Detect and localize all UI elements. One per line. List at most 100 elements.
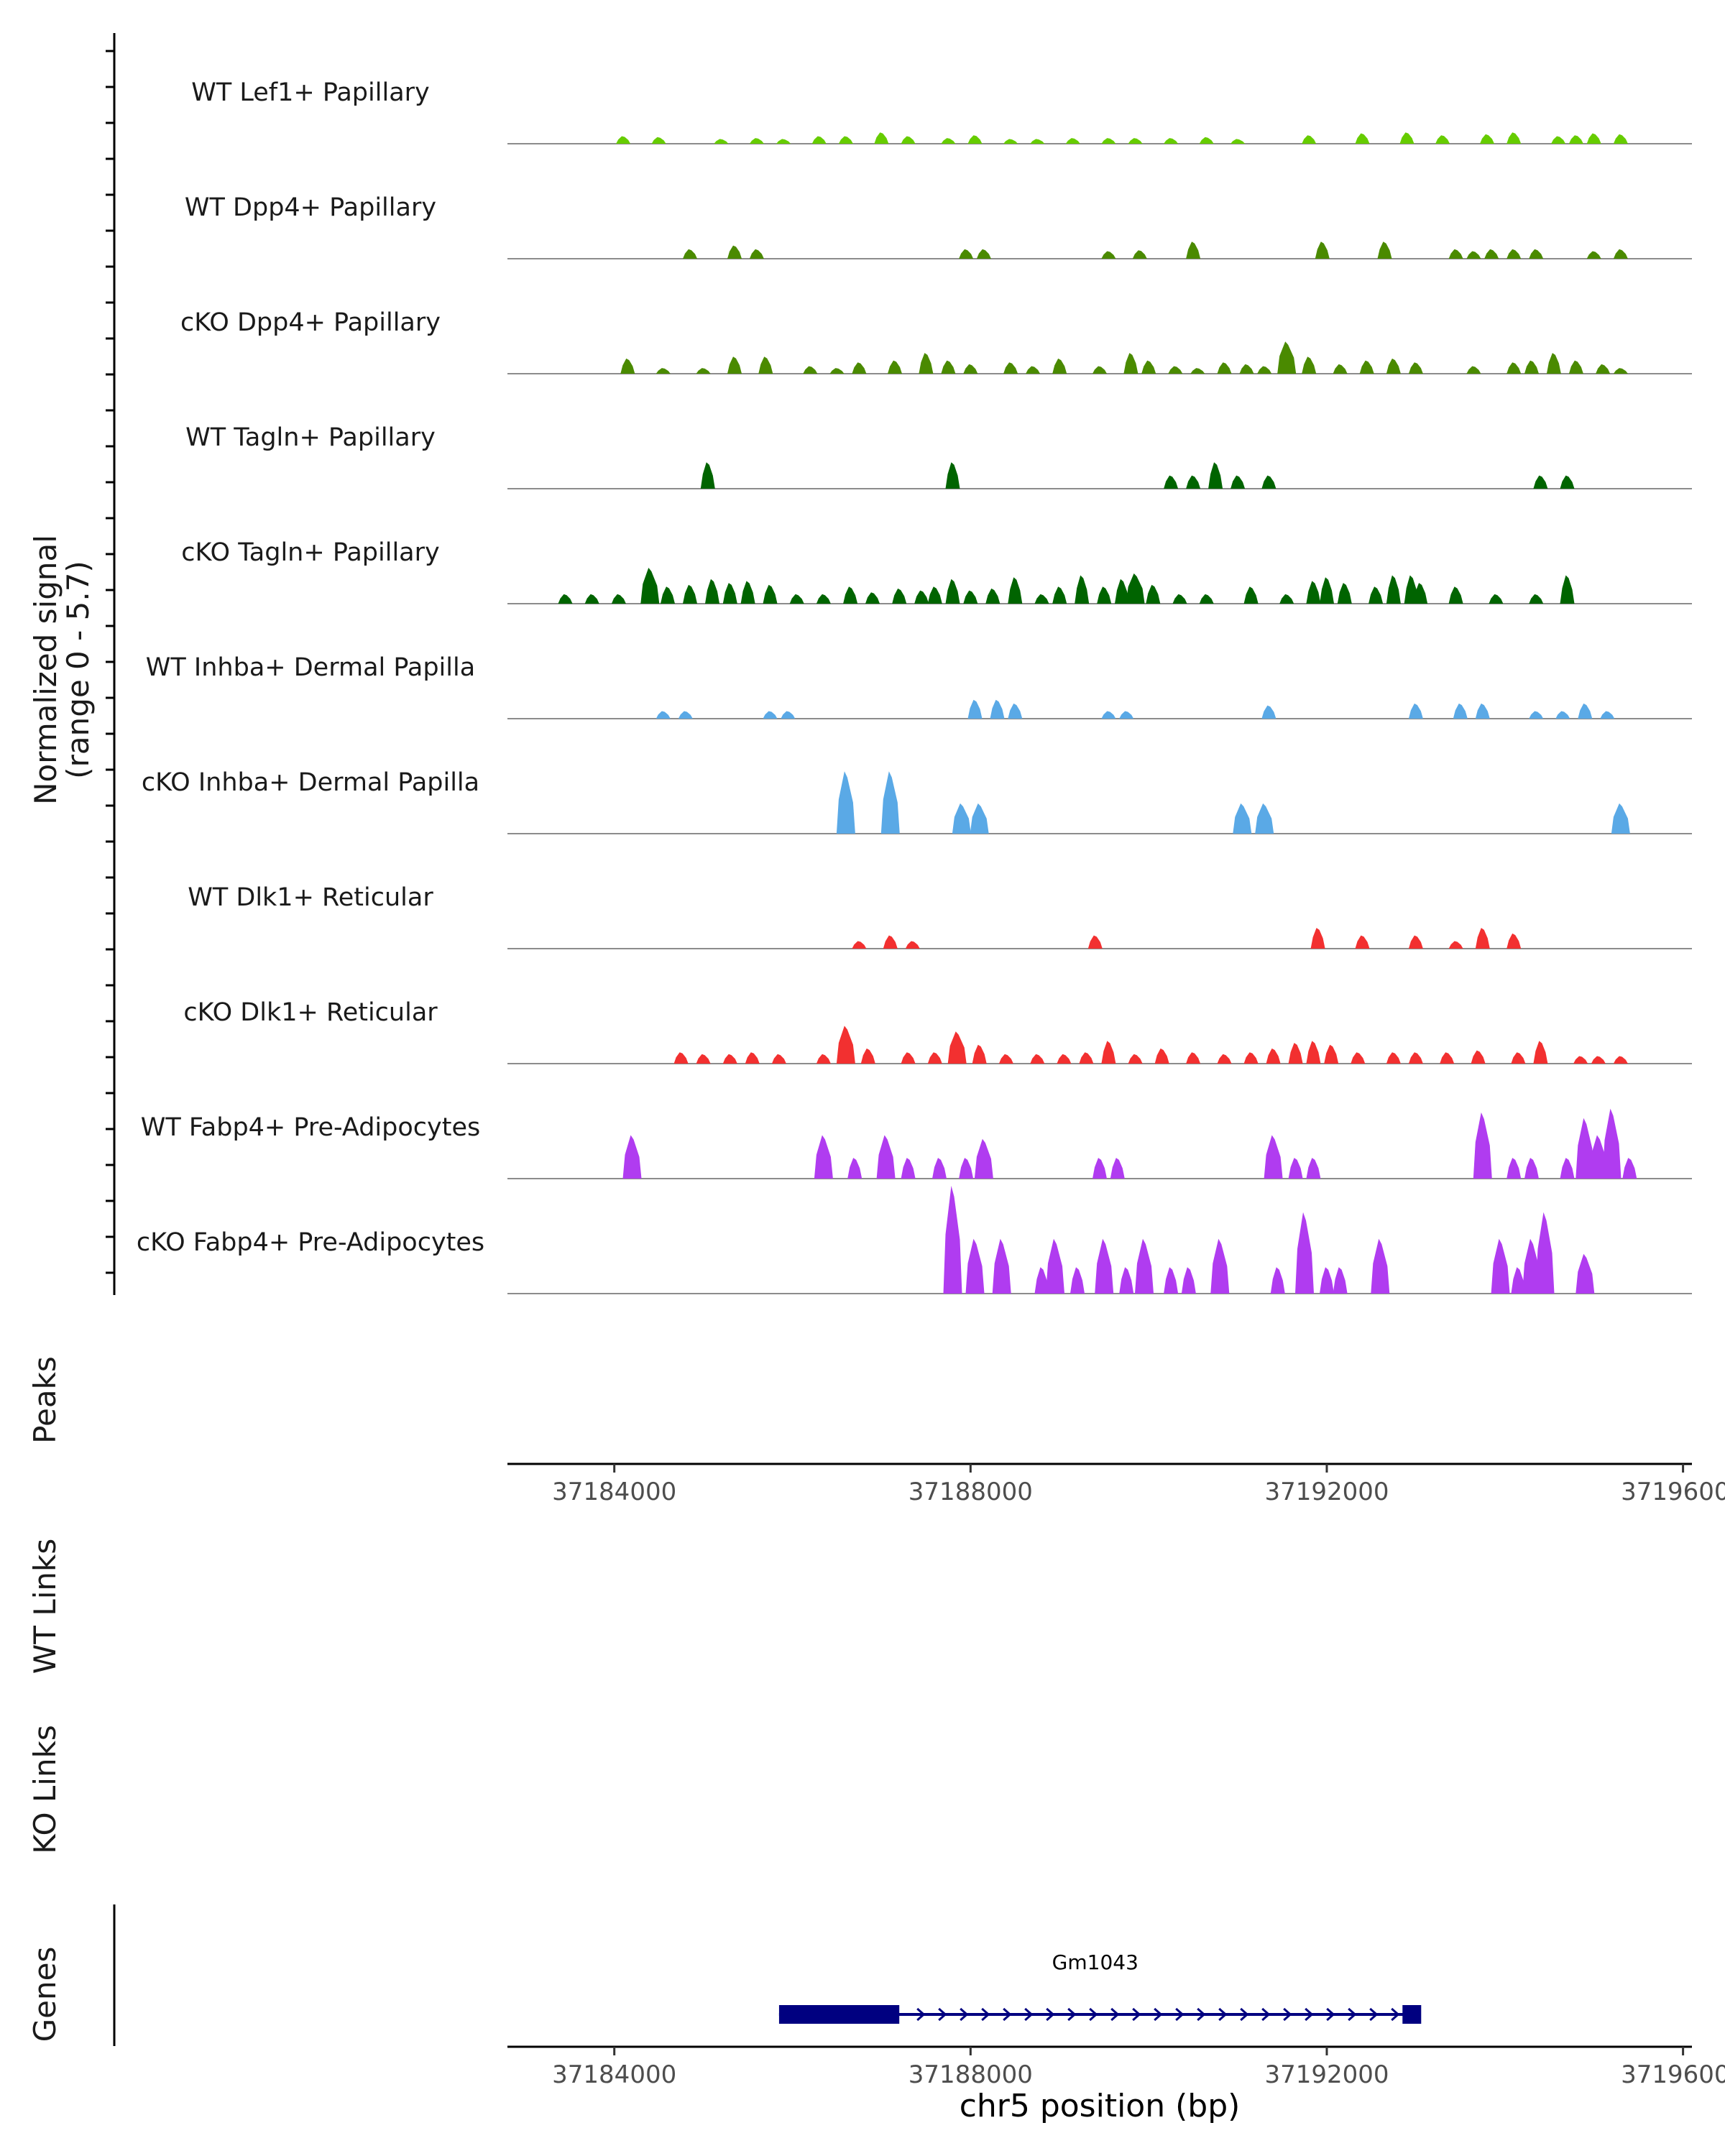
track-label: cKO Tagln+ Papillary <box>181 538 440 567</box>
signal-peak <box>1123 353 1138 374</box>
signal-peak <box>1351 1052 1366 1064</box>
signal-peak <box>1095 1238 1114 1294</box>
signal-peak <box>1529 249 1544 259</box>
x-tick-label: 37192000 <box>1264 1478 1389 1506</box>
signal-peak <box>1046 1238 1064 1294</box>
strand-arrow <box>1305 2007 1314 2022</box>
signal-peak <box>1506 933 1522 949</box>
track: WT Lef1+ Papillary <box>191 78 1692 144</box>
signal-peak <box>1097 586 1112 604</box>
signal-peak <box>1408 703 1423 719</box>
signal-peak <box>696 1054 711 1064</box>
signal-peak <box>1306 581 1321 604</box>
signal-peak <box>888 360 902 374</box>
signal-peak <box>1264 1135 1283 1179</box>
signal-peak <box>967 699 983 719</box>
signal-peak <box>1560 475 1575 489</box>
signal-peak <box>1302 135 1317 144</box>
signal-peak <box>1101 251 1116 259</box>
signal-peak <box>1386 358 1401 374</box>
signal-peak <box>1057 1054 1072 1064</box>
signal-peak <box>1471 1050 1486 1064</box>
signal-peak <box>901 136 916 144</box>
signal-tracks: WT Lef1+ Papillary WT Dpp4+ Papillary cKO … <box>137 78 1692 1294</box>
signal-peak <box>905 941 920 949</box>
track: cKO Dpp4+ Papillary <box>180 308 1692 374</box>
signal-peak <box>781 711 796 719</box>
track: cKO Inhba+ Dermal Papilla <box>142 768 1692 834</box>
signal-peak <box>1008 577 1023 604</box>
strand-arrow <box>1369 2007 1379 2022</box>
strand-arrow <box>1175 2007 1184 2022</box>
track: cKO Dlk1+ Reticular <box>183 998 1692 1064</box>
signal-peak <box>847 1158 862 1179</box>
signal-peak <box>1315 241 1330 259</box>
signal-peak <box>1408 1052 1423 1064</box>
signal-peak <box>927 1052 942 1064</box>
signal-peak <box>1473 1112 1492 1179</box>
signal-peak <box>1466 366 1481 374</box>
signal-peak <box>1408 935 1423 949</box>
signal-peak <box>1261 475 1276 489</box>
signal-peak <box>678 711 693 719</box>
signal-peak <box>1475 928 1490 949</box>
signal-peak <box>1386 575 1401 604</box>
signal-peak <box>1270 1267 1285 1294</box>
signal-peak <box>941 138 956 144</box>
strand-arrow <box>1391 2007 1400 2022</box>
signal-peak <box>1302 356 1317 374</box>
signal-peak <box>1337 583 1352 604</box>
signal-peak <box>945 579 960 604</box>
x-tick-label: 37188000 <box>908 2060 1033 2089</box>
signal-peak <box>843 586 858 604</box>
strand-arrow <box>1283 2007 1292 2022</box>
signal-peak <box>838 136 853 144</box>
signal-peak <box>1003 362 1018 374</box>
strand-arrow <box>1003 2007 1012 2022</box>
signal-peak <box>1466 251 1481 259</box>
signal-peak <box>1333 364 1348 374</box>
x-tick-label: 37196000 <box>1621 2060 1725 2089</box>
signal-peak <box>1172 594 1187 604</box>
signal-peak <box>1052 358 1067 374</box>
signal-peak <box>1190 368 1205 374</box>
signal-peak <box>1257 366 1272 374</box>
signal-peak <box>651 137 666 144</box>
signal-peak <box>1368 586 1384 604</box>
signal-peak <box>1546 353 1561 374</box>
signal-peak <box>1101 1041 1116 1064</box>
strand-arrow <box>981 2007 990 2022</box>
signal-peak <box>727 356 742 374</box>
signal-peak <box>803 366 818 374</box>
signal-peak <box>1261 705 1276 719</box>
signal-peak <box>745 1052 760 1064</box>
signal-peak <box>892 588 907 604</box>
strand-arrow <box>960 2007 969 2022</box>
signal-peak <box>1119 1267 1134 1294</box>
signal-peak <box>1359 360 1374 374</box>
strand-arrow <box>1154 2007 1163 2022</box>
signal-peak <box>1092 1158 1107 1179</box>
signal-peak <box>1181 1267 1196 1294</box>
signal-peak <box>1288 1158 1303 1179</box>
signal-peak <box>611 594 626 604</box>
signal-peak <box>1306 1041 1321 1064</box>
signal-peak <box>1533 1041 1548 1064</box>
signal-peak <box>883 935 898 949</box>
signal-peak <box>1230 139 1246 144</box>
signal-peak <box>1622 1158 1637 1179</box>
track-label: cKO Inhba+ Dermal Papilla <box>142 768 479 797</box>
signal-peak <box>1408 362 1423 374</box>
signal-peak <box>1611 803 1630 834</box>
signal-peak <box>1386 1052 1401 1064</box>
x-axis-title: chr5 position (bp) <box>960 2088 1241 2124</box>
track: WT Tagln+ Papillary <box>185 423 1692 489</box>
signal-peak <box>1141 360 1156 374</box>
signal-peak <box>932 1158 947 1179</box>
signal-peak <box>1560 575 1575 604</box>
signal-peak <box>1243 586 1259 604</box>
signal-peak <box>1186 475 1201 489</box>
signal-peak <box>722 583 737 604</box>
x-tick-label: 37192000 <box>1264 2060 1389 2089</box>
signal-peak <box>749 249 764 259</box>
